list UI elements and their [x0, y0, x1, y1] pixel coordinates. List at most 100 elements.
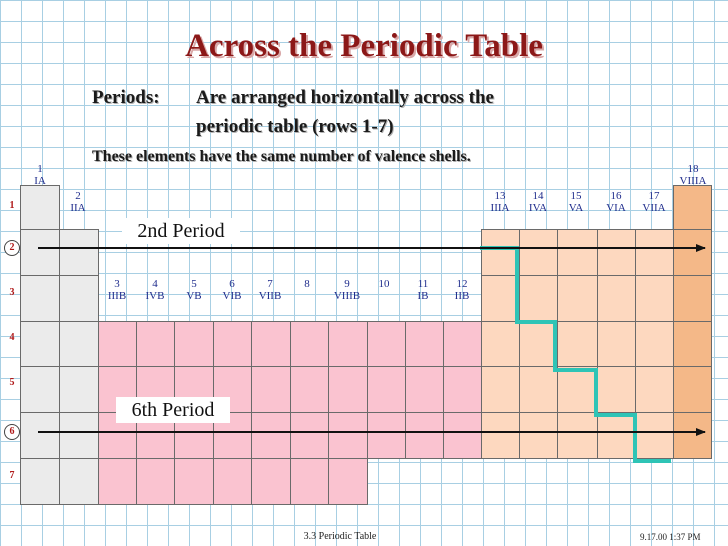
period-row-label: 2: [4, 240, 20, 256]
element-cell: [98, 321, 137, 367]
group-roman-label: VIIA: [642, 202, 666, 214]
group-label: 12 IIB: [442, 278, 482, 302]
group-label: 5 VB: [174, 278, 214, 302]
group-label: 6 VIB: [212, 278, 252, 302]
element-cell: [481, 366, 520, 413]
periods-label: Periods:: [92, 87, 160, 108]
group-label: 13 IIIA: [480, 190, 520, 214]
element-cell: [98, 458, 137, 505]
group-label: 18 VIIIA: [673, 163, 713, 187]
group-number: 2: [75, 190, 81, 202]
group-label: 16 VIA: [596, 190, 636, 214]
element-cell: [557, 412, 598, 459]
element-cell: [20, 458, 60, 505]
slide-title: Across the Periodic Table: [185, 28, 543, 64]
slide-footer-title: 3.3 Periodic Table: [303, 531, 377, 542]
group-roman-label: IIB: [454, 290, 470, 302]
period-row-label: 3: [9, 287, 15, 298]
group-roman-label: IIA: [70, 202, 86, 214]
element-cell: [557, 275, 598, 322]
group-number: 3: [114, 278, 120, 290]
group-label: 9 VIIIB: [327, 278, 367, 302]
group-roman-label: IIIB: [107, 290, 127, 302]
group-number: 5: [191, 278, 197, 290]
element-cell: [635, 229, 674, 276]
group-number: 6: [229, 278, 235, 290]
element-cell: [328, 366, 368, 413]
group-number: 15: [570, 190, 582, 202]
group-roman-label: IA: [34, 175, 46, 187]
group-label: 1 IA: [20, 163, 60, 187]
element-cell: [59, 412, 99, 459]
element-cell: [213, 321, 252, 367]
group-label: 2 IIA: [58, 190, 98, 214]
group-roman-label: VA: [568, 202, 584, 214]
group-label: 17 VIIA: [634, 190, 674, 214]
element-cell: [213, 458, 252, 505]
group-label: 10: [364, 278, 404, 290]
slide-footer-date: 9.17.00 1:37 PM: [640, 532, 701, 542]
element-cell: [519, 275, 558, 322]
group-roman-label: IIIA: [490, 202, 510, 214]
element-cell: [635, 275, 674, 322]
group-label: 7 VIIB: [250, 278, 290, 302]
element-cell: [557, 366, 598, 413]
element-cell: [557, 321, 598, 367]
element-cell: [20, 412, 60, 459]
periods-description-line1: Are arranged horizontally across the: [196, 87, 494, 108]
group-roman-label: VB: [186, 290, 202, 302]
element-cell: [673, 275, 712, 322]
group-number: 12: [456, 278, 468, 290]
sixth-period-label: 6th Period: [116, 397, 230, 423]
group-number: 4: [152, 278, 158, 290]
group-roman-label: IVB: [145, 290, 165, 302]
group-roman-label: IB: [417, 290, 429, 302]
group-label: 3 IIIB: [97, 278, 137, 302]
element-cell: [673, 366, 712, 413]
group-number: 8: [304, 278, 310, 290]
group-roman-label: VIB: [222, 290, 242, 302]
element-cell: [367, 412, 406, 459]
element-cell: [328, 412, 368, 459]
group-roman-label: VIIIB: [333, 290, 361, 302]
period-row-label: 7: [9, 470, 15, 481]
group-label: 15 VA: [556, 190, 596, 214]
valence-shells-statement: These elements have the same number of v…: [92, 148, 471, 165]
group-label: 14 IVA: [518, 190, 558, 214]
element-cell: [557, 229, 598, 276]
element-cell: [405, 366, 444, 413]
element-cell: [328, 458, 368, 505]
group-number: 10: [378, 278, 390, 290]
element-cell: [367, 366, 406, 413]
group-number: 16: [610, 190, 622, 202]
element-cell: [673, 229, 712, 276]
group-number: 9: [344, 278, 350, 290]
element-cell: [290, 321, 329, 367]
group-number: 13: [494, 190, 506, 202]
period-row-label: 4: [9, 332, 15, 343]
group-roman-label: VIA: [606, 202, 626, 214]
group-number: 17: [648, 190, 660, 202]
element-cell: [519, 412, 558, 459]
element-cell: [367, 321, 406, 367]
group-number: 14: [532, 190, 544, 202]
group-number: 18: [687, 163, 699, 175]
second-period-label: 2nd Period: [122, 218, 240, 244]
group-label: 11 IB: [403, 278, 443, 302]
group-roman-label: VIIIA: [679, 175, 707, 187]
element-cell: [635, 366, 674, 413]
element-cell: [20, 321, 60, 367]
group-number: 11: [417, 278, 429, 290]
element-cell: [59, 229, 99, 276]
element-cell: [481, 412, 520, 459]
metal-nonmetal-staircase: [480, 246, 671, 463]
group-roman-label: VIIB: [258, 290, 282, 302]
element-cell: [328, 321, 368, 367]
group-number: 7: [267, 278, 273, 290]
element-cell: [59, 366, 99, 413]
element-cell: [290, 458, 329, 505]
group-roman-label: IVA: [528, 202, 548, 214]
group-label: 4 IVB: [135, 278, 175, 302]
